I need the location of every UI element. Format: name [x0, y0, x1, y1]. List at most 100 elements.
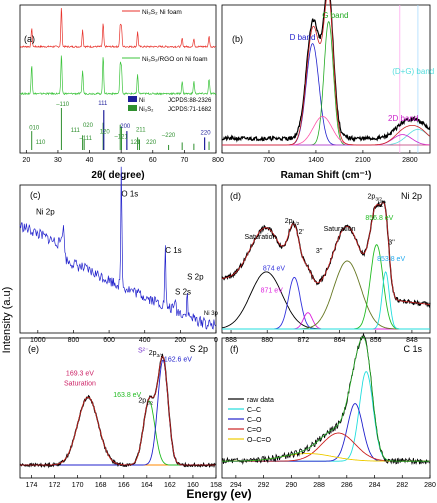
x-axis-label: 2θ( degree) — [91, 170, 144, 181]
x-tick-label: 164 — [141, 482, 153, 489]
peak-annotation: 853.8 eV — [377, 256, 405, 263]
x-tick-label: 856 — [370, 337, 382, 344]
hkl-label: 121 — [130, 140, 141, 146]
panel-d-ni2p: Saturation 2p1/2 2' 3'' Saturation 2p3/22'' 85… — [221, 184, 431, 344]
peak-annotation: 169.3 eV — [66, 370, 94, 377]
fit-component — [20, 359, 216, 466]
x-axis-label: Raman Shift (cm⁻¹) — [281, 170, 372, 181]
x-tick-label: 2100 — [355, 157, 371, 164]
panel-title: S 2p — [189, 344, 208, 354]
panel-label: (a) — [24, 34, 35, 44]
panel-b-raman: (b) D band G band (D+G) band 2D band 0 700 1400… — [220, 0, 434, 181]
panel-a-xrd: Ni₃S₂ Ni foam Ni₃S₂/RGO on Ni foam (a) 010 1… — [19, 4, 220, 181]
fit-component — [20, 396, 216, 466]
x-tick-label: 162 — [164, 482, 176, 489]
hkl-label: 200 — [120, 124, 131, 130]
plot-frame — [19, 337, 217, 479]
raman-raw-line — [221, 0, 431, 143]
x-tick-label: 158 — [210, 482, 222, 489]
x-tick-label: 286 — [341, 482, 353, 489]
panel-label: (b) — [232, 34, 243, 44]
legend-label: raw data — [247, 397, 274, 404]
peak-annotation: Saturation — [324, 226, 356, 233]
x-tick-label: 30 — [54, 157, 62, 164]
hkl-label: 220 — [201, 130, 212, 136]
raman-component — [222, 43, 430, 146]
panel-f-c1s: C 1s (f) 294 292 290 288 286 284 282 280 raw data C… — [221, 332, 436, 489]
peak-annotation: 2p3/2 — [149, 350, 164, 359]
peak-annotation: 3'' — [316, 248, 323, 255]
peak-annotation: O 1s — [121, 190, 138, 199]
fit-component — [222, 453, 430, 462]
x-tick-label: 174 — [26, 482, 38, 489]
legend-swatch — [128, 105, 137, 111]
x-tick-label: 60 — [149, 157, 157, 164]
x-tick-label: 864 — [334, 337, 346, 344]
x-tick-label: 2800 — [402, 157, 418, 164]
panel-label: (f) — [230, 344, 239, 354]
peak-annotation: Ni 3p — [204, 311, 219, 317]
survey-line — [19, 166, 217, 330]
peak-annotation: 2p1/2 — [138, 397, 153, 406]
panel-title: Ni 2p — [401, 191, 422, 201]
x-tick-label: 290 — [285, 482, 297, 489]
peak-annotation: S 2p — [187, 272, 204, 281]
raw-data-line — [19, 353, 216, 469]
x-tick-label: 294 — [230, 482, 242, 489]
fit-component — [20, 400, 216, 466]
peak-annotation: Ni 2p — [36, 207, 55, 216]
fit-component — [222, 312, 430, 330]
peak-annotation: S 2s — [175, 288, 191, 297]
peak-annotation: 856.8 eV — [365, 215, 393, 222]
x-tick-label: 1000 — [30, 337, 46, 344]
x-tick-label: 288 — [313, 482, 325, 489]
x-tick-label: 400 — [139, 337, 151, 344]
x-tick-label: 284 — [369, 482, 381, 489]
x-tick-label: 160 — [187, 482, 199, 489]
legend-label: C–C — [247, 407, 261, 414]
x-tick-label: 0 — [220, 157, 224, 164]
hkl-label: 211 — [136, 127, 146, 133]
legend-label: Ni₃S₂ — [139, 107, 154, 113]
peak-annotation: 2p1/2 — [285, 218, 300, 227]
panel-label: (c) — [30, 190, 41, 200]
peak-annotation: 871 eV — [261, 287, 284, 294]
plot-frame — [221, 184, 431, 334]
fit-component — [222, 271, 430, 330]
hkl-label: –220 — [162, 133, 176, 139]
xrd-series-line — [19, 7, 216, 49]
hkl-label: 220 — [146, 140, 157, 146]
x-tick-label: 70 — [180, 157, 188, 164]
x-tick-label: 292 — [258, 482, 270, 489]
raman-envelope-line — [222, 0, 430, 146]
legend-label: C=O — [247, 427, 262, 434]
hkl-label: 020 — [83, 123, 94, 129]
fit-envelope-line — [20, 355, 216, 466]
peak-annotation: 2'' — [379, 202, 386, 209]
panel-label: (d) — [230, 191, 241, 201]
x-tick-label: 700 — [263, 157, 275, 164]
legend-label: Ni₃S₂/RGO on Ni foam — [142, 56, 208, 63]
band-label: (D+G) band — [392, 67, 434, 76]
x-tick-label: 50 — [117, 157, 125, 164]
hkl-label: 110 — [36, 140, 46, 146]
hkl-label: 120 — [100, 129, 111, 135]
peak-annotation: Saturation — [244, 234, 276, 241]
band-label: 2D band — [388, 114, 418, 123]
x-tick-label: 200 — [175, 337, 187, 344]
legend-label: Ni — [139, 98, 145, 104]
legend-label: O–C=O — [247, 437, 271, 444]
x-tick-label: 872 — [298, 337, 310, 344]
peak-annotation: S²⁻ — [138, 347, 149, 354]
plot-frame — [19, 184, 217, 334]
legend-swatch — [128, 96, 137, 102]
x-tick-label: 888 — [225, 337, 237, 344]
legend-label: C–O — [247, 417, 262, 424]
x-tick-label: 880 — [261, 337, 273, 344]
shared-y-axis-label: Intensity (a.u) — [1, 287, 13, 354]
x-tick-label: 280 — [424, 482, 436, 489]
panel-title: C 1s — [403, 344, 422, 354]
band-label: D band — [290, 33, 316, 42]
